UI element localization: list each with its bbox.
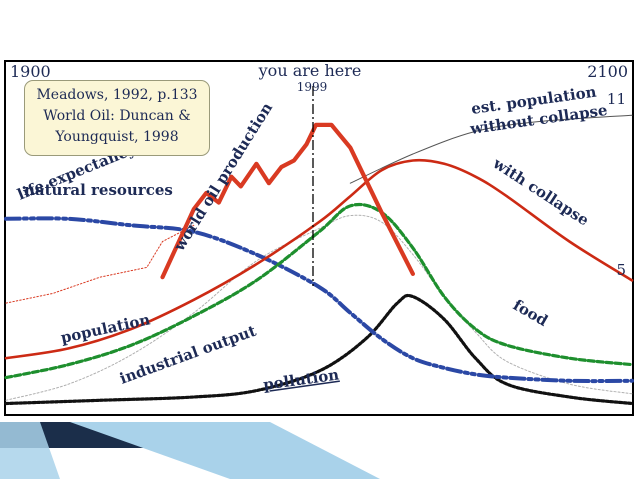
series-life-expectancy xyxy=(5,224,195,304)
source-caption-box: Meadows, 1992, p.133 World Oil: Duncan &… xyxy=(24,80,210,156)
slide-footer-decoration xyxy=(0,422,380,479)
series-est-population-without-collapse xyxy=(349,114,633,184)
caption-line-3: Youngquist, 1998 xyxy=(55,129,179,145)
year-1999-label: 1999 xyxy=(297,80,328,94)
caption-line-2: World Oil: Duncan & xyxy=(43,108,191,124)
natural-resources-label: natural resources xyxy=(24,181,173,199)
x-label-1900: 1900 xyxy=(10,62,51,81)
thin-reference-curves xyxy=(5,114,633,401)
footer-light-strip xyxy=(0,422,60,479)
series-population xyxy=(4,158,634,360)
chart-canvas: 1900 2100 you are here 1999 11 5 est. po… xyxy=(4,60,634,416)
x-label-2100: 2100 xyxy=(587,62,628,81)
world-model-chart: 1900 2100 you are here 1999 11 5 est. po… xyxy=(4,60,634,416)
caption-line-1: Meadows, 1992, p.133 xyxy=(36,87,198,103)
series-natural-resources xyxy=(4,216,634,384)
series-food xyxy=(4,202,634,380)
series-pollution xyxy=(4,293,634,406)
series-world-oil-production xyxy=(160,122,415,280)
you-are-here-label: you are here xyxy=(258,61,362,80)
series-industrial-output xyxy=(5,214,633,401)
right-value-5: 5 xyxy=(616,261,626,279)
right-value-11: 11 xyxy=(607,90,626,108)
data-series-group xyxy=(4,122,634,406)
footer-light-wedge xyxy=(70,422,380,479)
